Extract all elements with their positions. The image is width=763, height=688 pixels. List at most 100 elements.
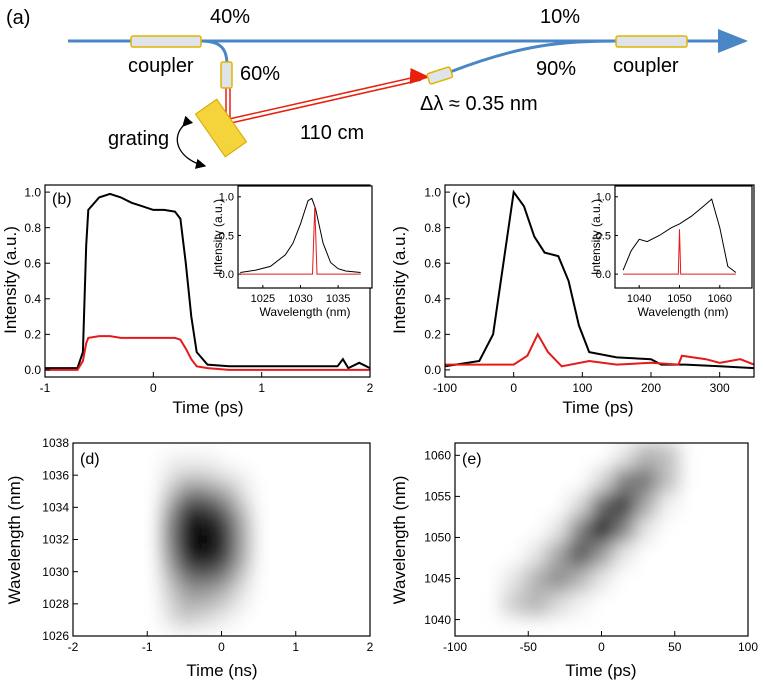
y-tick-label: 1028 bbox=[42, 597, 69, 611]
y-tick-label: 0.0 bbox=[24, 363, 41, 377]
heatmap-cells bbox=[502, 443, 679, 616]
component-label: coupler bbox=[613, 55, 679, 77]
x-axis-title: Wavelength (nm) bbox=[260, 305, 351, 319]
heatmap-cell bbox=[221, 451, 237, 468]
y-axis-title: Intensity (a.u.) bbox=[1, 226, 20, 334]
heatmap-cell bbox=[568, 492, 592, 518]
heatmap-cell bbox=[176, 499, 193, 516]
heatmap-cell bbox=[206, 579, 222, 597]
y-tick-label: 0.4 bbox=[24, 292, 41, 306]
x-tick-label: 0 bbox=[150, 381, 157, 395]
heatmap-cell bbox=[502, 516, 526, 543]
heatmap-cell bbox=[162, 579, 178, 597]
fiber-merge bbox=[449, 39, 621, 74]
heatmap-cell bbox=[656, 492, 679, 518]
heatmap-cell bbox=[162, 451, 178, 468]
heatmap-cell bbox=[634, 467, 657, 493]
setup-diagram: (a) 40% 10% coupler 60% 90% coupler grat… bbox=[6, 6, 748, 169]
heatmap-cell bbox=[634, 516, 657, 543]
y-tick-label: 1032 bbox=[42, 533, 69, 547]
coupler-left bbox=[130, 35, 202, 48]
series-line bbox=[240, 206, 361, 275]
x-tick-label: 100 bbox=[738, 640, 758, 654]
heatmap-cell bbox=[206, 451, 222, 468]
y-tick-label: 0.0 bbox=[424, 363, 441, 377]
y-tick-label: 0.8 bbox=[24, 221, 41, 235]
heatmap-cell bbox=[502, 541, 526, 567]
y-tick-label: 0.0 bbox=[219, 269, 234, 281]
heatmap-cell bbox=[176, 451, 193, 468]
heatmap-cell bbox=[656, 467, 679, 493]
heatmap-cell bbox=[656, 566, 679, 592]
heatmap-cell bbox=[236, 595, 252, 613]
plot-frame bbox=[444, 184, 755, 378]
y-tick-label: 0.8 bbox=[424, 221, 441, 235]
heatmap bbox=[162, 451, 252, 629]
heatmap-cell bbox=[162, 547, 178, 565]
y-tick-label: 0.2 bbox=[424, 328, 441, 342]
heatmap-cell bbox=[162, 483, 178, 500]
x-tick-label: 1025 bbox=[251, 293, 275, 305]
x-axis-title: Time (ns) bbox=[186, 661, 257, 680]
x-axis-title: Time (ps) bbox=[562, 398, 633, 417]
heatmap-cell bbox=[191, 579, 208, 597]
heatmap-cell bbox=[176, 467, 193, 484]
x-tick-label: 0 bbox=[510, 381, 517, 395]
heatmap-cell bbox=[656, 516, 679, 543]
y-tick-label: 1.0 bbox=[24, 185, 41, 199]
x-tick-label: 1030 bbox=[288, 293, 312, 305]
heatmap bbox=[502, 443, 679, 616]
heatmap-cell bbox=[612, 467, 635, 493]
heatmap-cell bbox=[176, 483, 193, 500]
heatmap-cell bbox=[612, 443, 635, 469]
heatmap-cell bbox=[656, 541, 679, 567]
heatmap-cell bbox=[191, 547, 208, 565]
x-tick-label: 0 bbox=[598, 640, 605, 654]
heatmap-cell bbox=[612, 492, 635, 518]
x-axis-title: Time (ps) bbox=[565, 661, 636, 680]
heatmap-cell bbox=[191, 467, 208, 484]
plot-frame bbox=[237, 185, 373, 289]
split-label: 40% bbox=[210, 6, 250, 28]
heatmap-cell bbox=[546, 590, 570, 616]
x-tick-label: 100 bbox=[572, 381, 592, 395]
heatmap-cell bbox=[236, 467, 252, 484]
heatmap-cell bbox=[546, 516, 570, 543]
heatmap-cell bbox=[568, 590, 592, 616]
heatmap-cell bbox=[590, 443, 613, 469]
split-label: 10% bbox=[540, 6, 580, 28]
heatmap-cell bbox=[176, 515, 193, 532]
heatmap-cell bbox=[524, 467, 548, 493]
coupler-right bbox=[615, 35, 688, 48]
plot-frame bbox=[614, 185, 753, 289]
heatmap-cell bbox=[221, 515, 237, 532]
heatmap-cell bbox=[176, 563, 193, 581]
chart-panel: 1040 1050 1060 0.0 0.5 1.0 Wavelength (nm) Inte… bbox=[589, 185, 753, 319]
heatmap-cell bbox=[590, 541, 613, 567]
heatmap-cell bbox=[191, 563, 208, 581]
x-tick-label: 1040 bbox=[627, 293, 651, 305]
heatmap-cell bbox=[612, 516, 635, 543]
heatmap-cell bbox=[236, 579, 252, 597]
x-tick-label: 0 bbox=[218, 640, 225, 654]
x-axis-title: Time (ps) bbox=[172, 398, 243, 417]
x-tick-label: 200 bbox=[641, 381, 661, 395]
heatmap-cell bbox=[634, 566, 657, 592]
y-tick-label: 1.0 bbox=[596, 192, 611, 204]
heatmap-cell bbox=[191, 515, 208, 532]
y-tick-label: 1055 bbox=[424, 490, 451, 504]
y-tick-label: 1040 bbox=[424, 613, 451, 627]
heatmap-cell bbox=[162, 595, 178, 613]
y-tick-label: 0.4 bbox=[424, 292, 441, 306]
heatmap-cell bbox=[568, 467, 592, 493]
heatmap-cell bbox=[191, 611, 208, 629]
y-tick-label: 1060 bbox=[424, 449, 451, 463]
heatmap-cell bbox=[546, 541, 570, 567]
heatmap-cell bbox=[191, 595, 208, 613]
heatmap-cell bbox=[546, 566, 570, 592]
heatmap-cell bbox=[524, 516, 548, 543]
heatmap-cell bbox=[524, 492, 548, 518]
heatmap-cell bbox=[502, 566, 526, 592]
y-axis-title: Wavelength (nm) bbox=[390, 476, 409, 605]
